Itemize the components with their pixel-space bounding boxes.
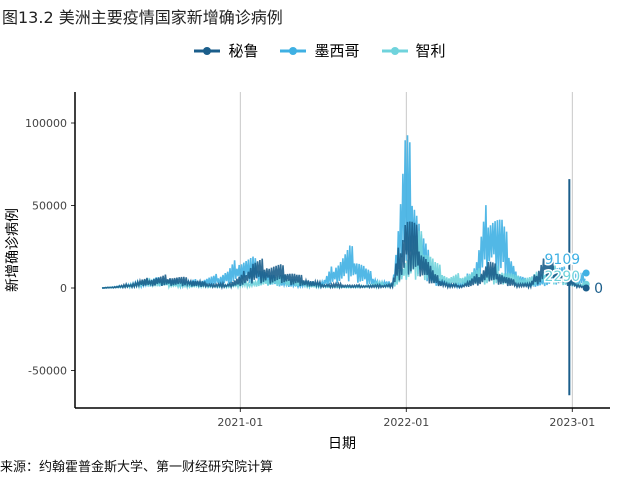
series-end-point xyxy=(582,284,590,292)
y-tick-label: -50000 xyxy=(28,365,67,378)
series-end-point xyxy=(582,269,590,277)
y-tick-label: 50000 xyxy=(32,200,67,213)
series-line xyxy=(101,221,586,291)
y-tick-label: 100000 xyxy=(25,117,67,130)
series-end-label: 2290 xyxy=(545,269,581,285)
series-end-label: 0 xyxy=(594,281,603,297)
x-tick-label: 2023-01 xyxy=(549,416,595,429)
legend-item[interactable]: 智利 xyxy=(381,40,446,61)
x-tick-label: 2022-01 xyxy=(383,416,429,429)
x-axis-title: 日期 xyxy=(328,436,356,452)
legend-key-icon xyxy=(381,46,408,55)
x-tick-label: 2021-01 xyxy=(217,416,263,429)
chart-title: 图13.2 美洲主要疫情国家新增确诊病例 xyxy=(2,8,283,27)
source-caption: 来源：约翰霍普金斯大学、第一财经研究院计算 xyxy=(0,460,274,475)
legend-item[interactable]: 墨西哥 xyxy=(280,40,360,61)
legend-label: 智利 xyxy=(415,42,446,60)
legend-label: 秘鲁 xyxy=(228,42,259,60)
y-axis-title: 新增确诊病例 xyxy=(5,208,21,292)
legend-item[interactable]: 秘鲁 xyxy=(194,40,258,61)
legend-key-icon xyxy=(280,46,307,55)
series-line xyxy=(101,135,586,290)
legend-key-icon xyxy=(194,46,221,55)
series-end-label: 9109 xyxy=(545,252,581,268)
legend: 秘鲁 墨西哥 智利 xyxy=(0,40,640,61)
legend-label: 墨西哥 xyxy=(314,42,360,60)
y-tick-label: 0 xyxy=(60,282,67,295)
